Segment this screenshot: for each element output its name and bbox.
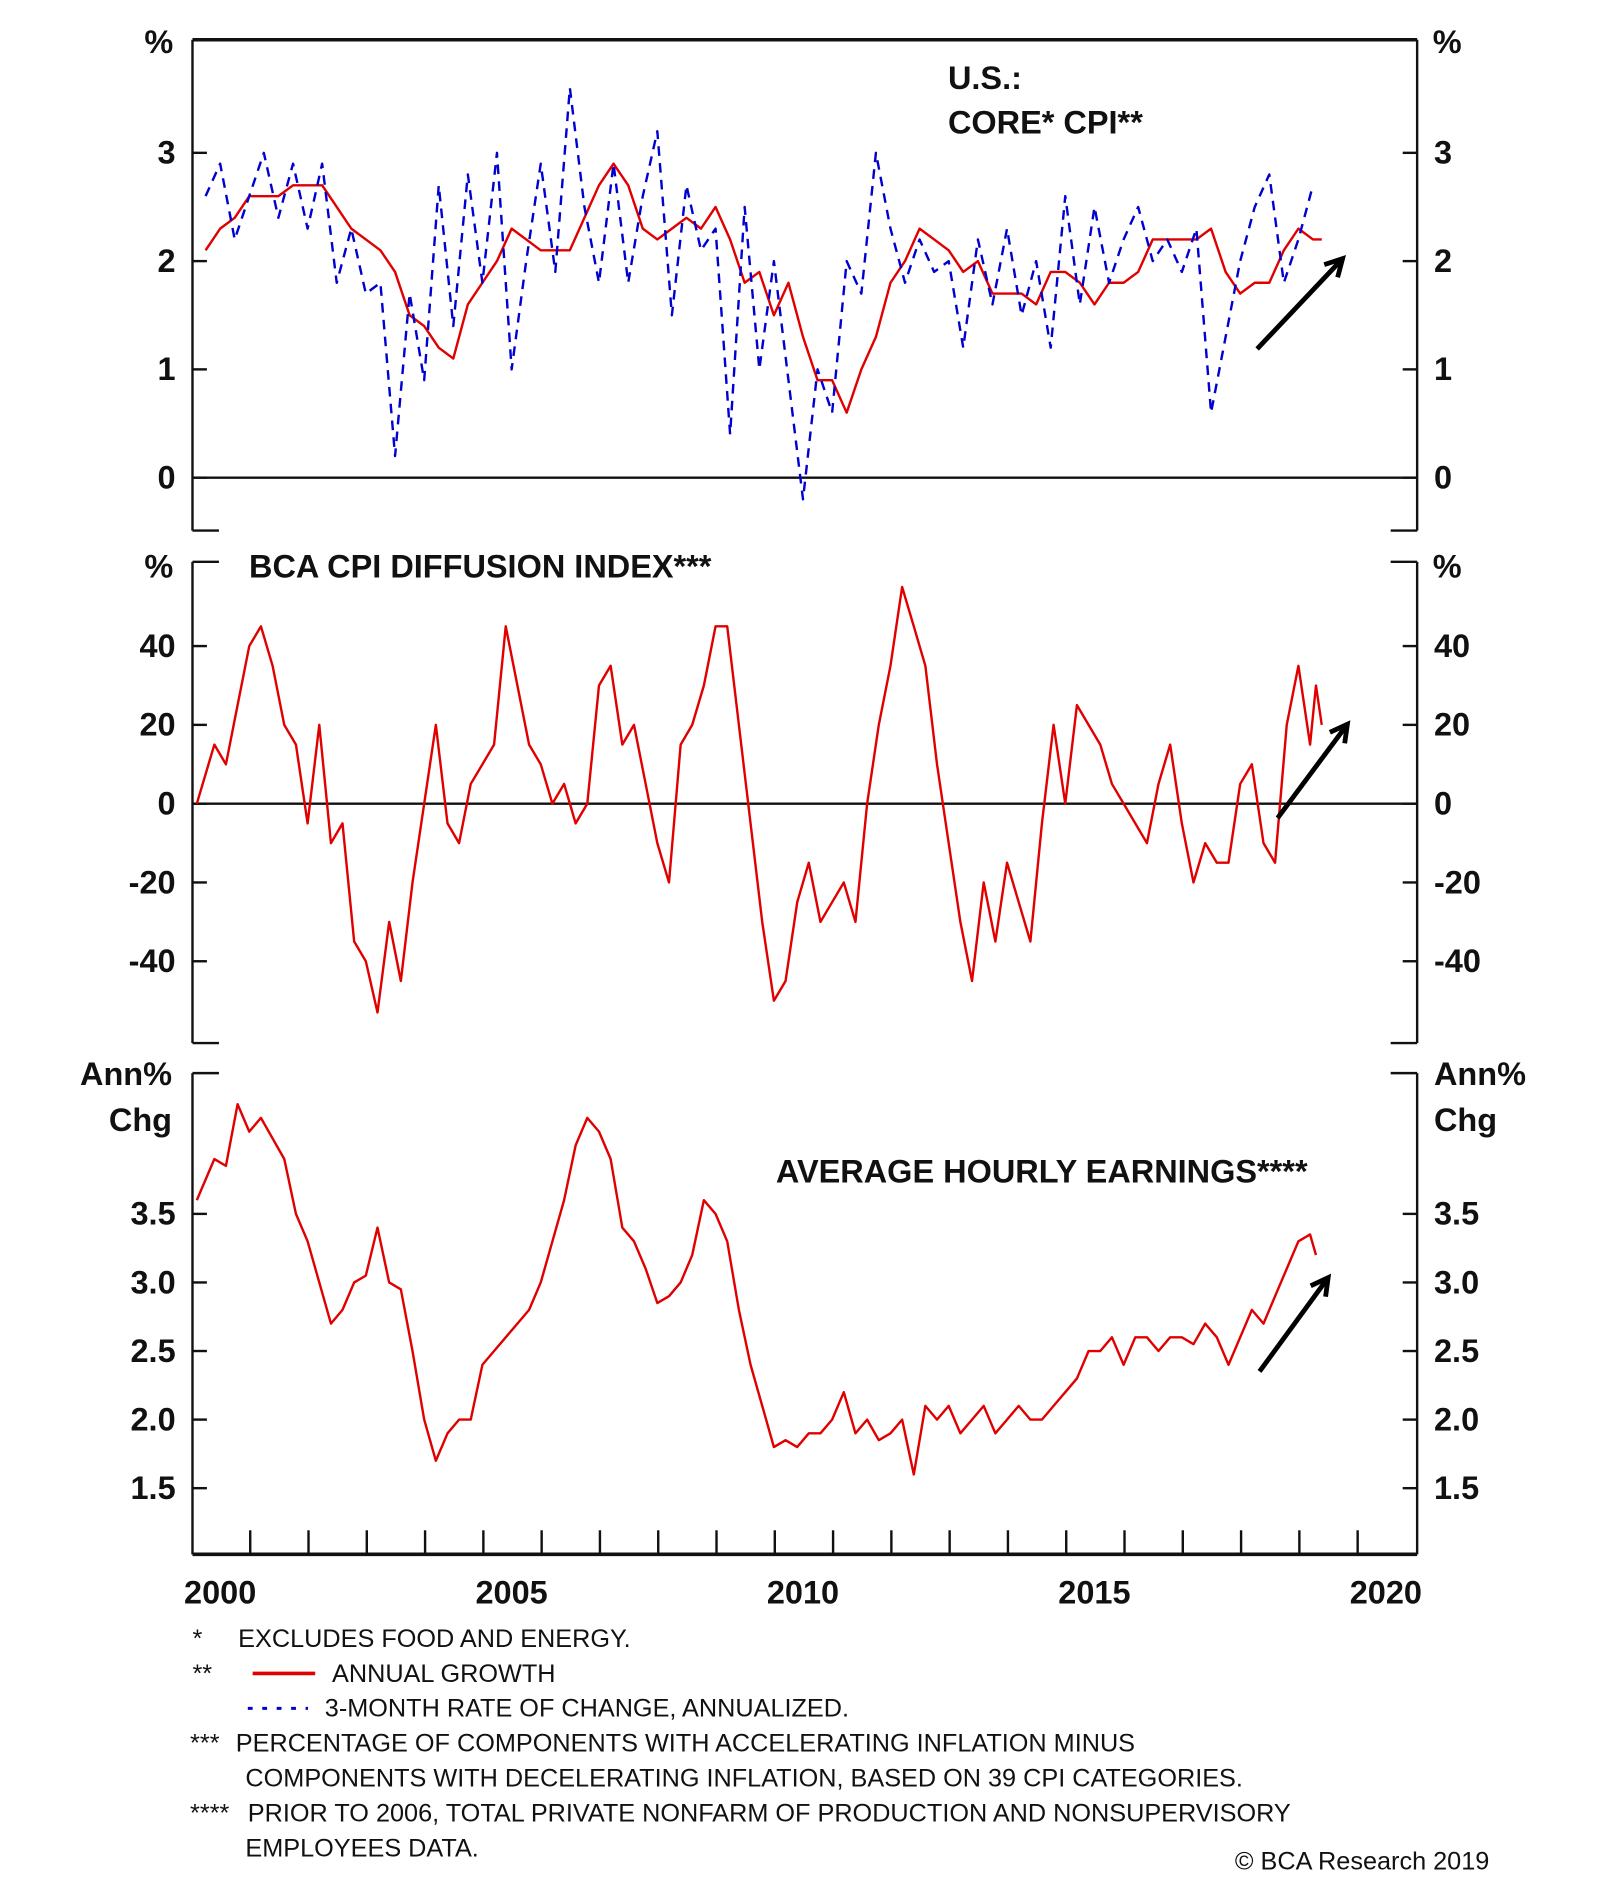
y-tick-label-right: 2 [1434,243,1452,279]
panel3-title: AVERAGE HOURLY EARNINGS**** [776,1154,1308,1190]
panel3-unit-right-line2: Chg [1434,1102,1497,1138]
y-tick-label-left: 0 [158,459,176,495]
y-tick-label-left: 3 [158,135,176,171]
footnote-mark: ** [192,1660,212,1688]
y-tick-label-right: 1.5 [1434,1470,1479,1506]
arrow-head-icon [1309,1273,1332,1298]
y-tick-labels: 0 0 1 1 2 2 3 3 -40 -40 -20 -20 0 0 20 20 40 40 1.5 1.5 2.0 2… [129,135,1481,1506]
y-tick-label-left: 1.5 [130,1470,175,1506]
arrow-head-icon [1328,720,1351,744]
x-tick-label: 2015 [1058,1575,1130,1611]
footnote-text: EMPLOYEES DATA. [245,1834,478,1862]
y-tick-label-left: -20 [129,864,176,900]
series-line-red-line [195,585,1323,1014]
y-tick-label-left: 2.0 [130,1401,175,1437]
y-tick-label-left: 3.5 [130,1196,175,1232]
y-tick-label-left: 20 [140,707,176,743]
panel3-unit-right-line1: Ann% [1434,1056,1526,1092]
y-tick-label-left: 2 [158,243,176,279]
chart-marks [195,86,1351,1476]
footnote-text: PERCENTAGE OF COMPONENTS WITH ACCELERATI… [236,1730,1135,1758]
arrow-head-icon [1323,255,1347,278]
x-tick-label: 2020 [1350,1575,1422,1611]
x-tick-label: 2000 [184,1575,256,1611]
y-tick-label-right: 20 [1434,707,1470,743]
y-tick-label-right: -20 [1434,864,1481,900]
y-tick-label-left: -40 [129,943,176,979]
copyright: © BCA Research 2019 [1235,1848,1489,1876]
y-tick-label-right: 2.0 [1434,1401,1479,1437]
y-tick-label-left: 1 [158,351,176,387]
up-arrow-icon [1257,1276,1331,1373]
y-tick-label-left: 2.5 [130,1333,175,1369]
y-tick-label-right: 0 [1434,459,1452,495]
footnote-text: COMPONENTS WITH DECELERATING INFLATION, … [245,1765,1243,1793]
series-line-red-line [195,1102,1318,1476]
panel3-unit-left-line1: Ann% [80,1056,172,1092]
panel3-unit-left: Ann% Chg [80,1056,172,1138]
footnote-text: EXCLUDES FOOD AND ENERGY. [238,1625,630,1653]
y-tick-label-right: -40 [1434,943,1481,979]
panel2-unit-left: % [144,548,173,584]
y-tick-label-right: 3.0 [1434,1264,1479,1300]
y-tick-label-right: 1 [1434,351,1452,387]
y-tick-label-right: 3.5 [1434,1196,1479,1232]
panel-frames [191,37,1419,1557]
x-tick-label: 2005 [475,1575,547,1611]
x-tick-label: 2010 [767,1575,839,1611]
up-arrow-icon [1255,257,1345,351]
panel1-subtitle: CORE* CPI** [948,105,1143,141]
y-tick-label-left: 3.0 [130,1264,175,1300]
panel1-unit-right: % [1433,24,1462,60]
y-tick-label-left: 40 [140,628,176,664]
panel1-title: U.S.: [948,60,1022,96]
footnotes: * EXCLUDES FOOD AND ENERGY. ** ANNUAL GR… [190,1625,1489,1876]
panel3-unit-left-line2: Chg [109,1102,172,1138]
y-tick-label-right: 3 [1434,135,1452,171]
footnote-mark: **** [190,1799,229,1827]
panel2-title: BCA CPI DIFFUSION INDEX*** [249,548,712,584]
footnote-mark: *** [190,1730,220,1758]
y-tick-label-right: 0 [1434,785,1452,821]
footnote-text: ANNUAL GROWTH [332,1660,556,1688]
y-tick-label-right: 40 [1434,628,1470,664]
up-arrow-icon [1275,722,1350,820]
footnote-mark: * [192,1625,202,1653]
series-line-three-month-rate [204,86,1315,501]
x-tick-labels: 2000 2005 2010 2015 2020 [184,1575,1422,1611]
panel1-unit-left: % [144,24,173,60]
series-line-red-line [204,162,1322,414]
y-tick-label-left: 0 [158,785,176,821]
y-tick-label-right: 2.5 [1434,1333,1479,1369]
panel3-unit-right: Ann% Chg [1434,1056,1526,1138]
footnote-text: 3-MONTH RATE OF CHANGE, ANNUALIZED. [325,1695,849,1723]
footnote-text: PRIOR TO 2006, TOTAL PRIVATE NONFARM OF … [248,1799,1291,1827]
panel2-unit-right: % [1433,548,1462,584]
